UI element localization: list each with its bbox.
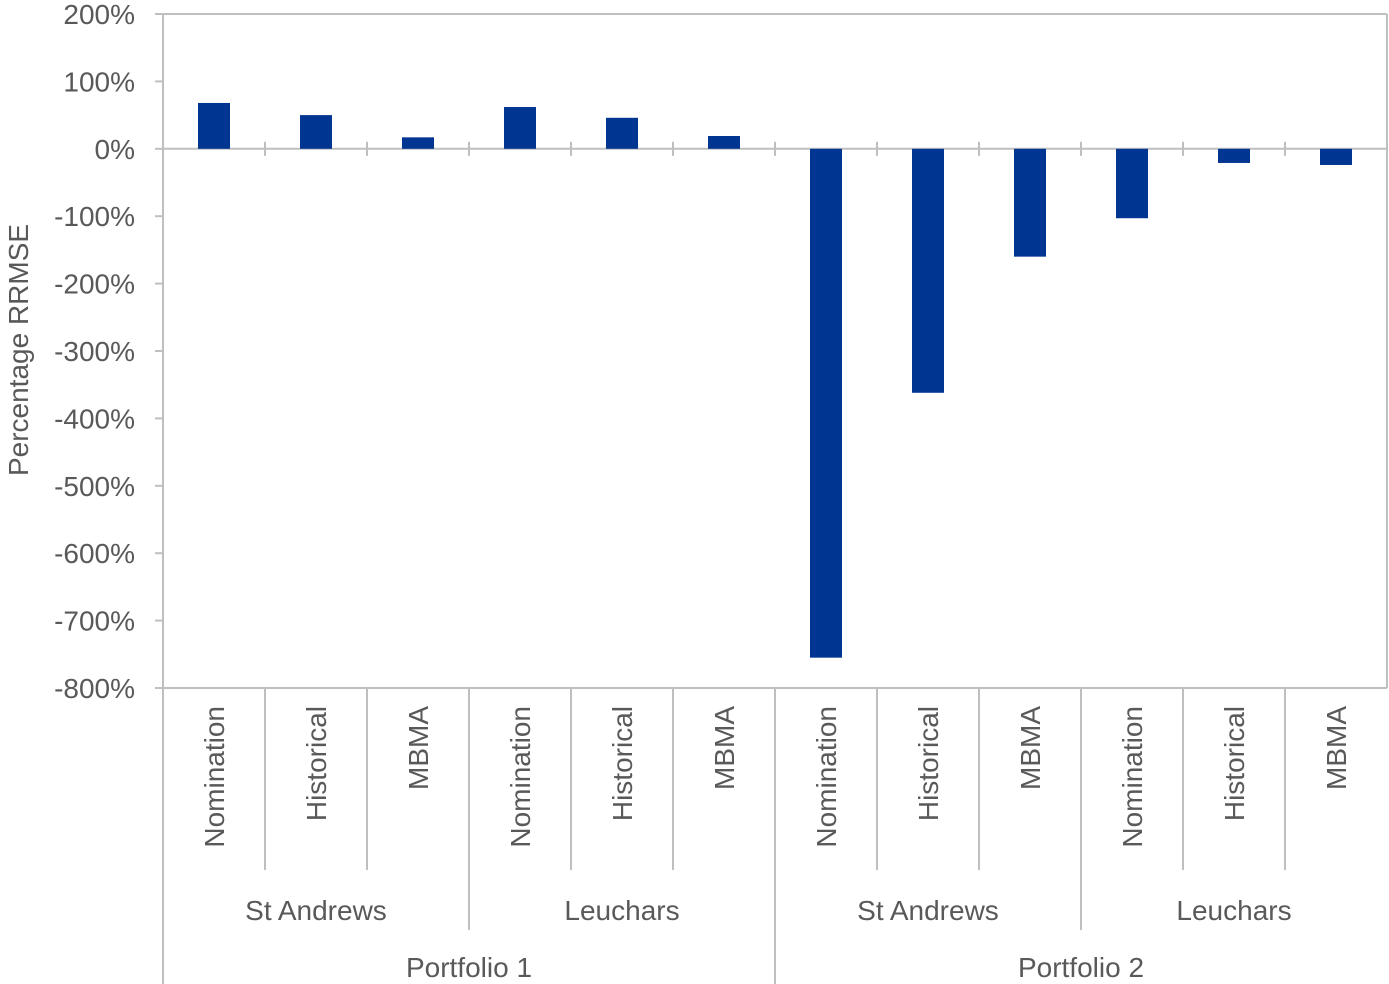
category-label: Nomination [811, 706, 842, 848]
portfolio-label: Portfolio 1 [406, 952, 532, 983]
category-label: MBMA [403, 706, 434, 790]
site-label: St Andrews [857, 895, 999, 926]
y-tick-labels: 200% 100% 0% -100% -200% -300% -400% -500% -600%… [54, 0, 135, 704]
bar [810, 148, 842, 658]
y-tick-label: -700% [54, 606, 135, 637]
site-labels: St Andrews Leuchars St Andrews Leuchars [245, 895, 1291, 926]
bar [1116, 148, 1148, 219]
y-tick-label: 0% [95, 134, 135, 165]
portfolio-labels: Portfolio 1 Portfolio 2 [406, 952, 1144, 983]
y-axis-label-group: Percentage RRMSE [3, 224, 34, 476]
y-tick-label: -600% [54, 538, 135, 569]
site-label: Leuchars [564, 895, 679, 926]
category-label: MBMA [1321, 706, 1352, 790]
bars [198, 102, 1352, 658]
bar [1218, 148, 1250, 163]
bar [402, 137, 434, 149]
y-tick-label: -100% [54, 201, 135, 232]
y-tick-label: 100% [63, 66, 135, 97]
category-label: MBMA [709, 706, 740, 790]
y-tick-label: -400% [54, 403, 135, 434]
y-tick-label: -200% [54, 269, 135, 300]
category-label: Nomination [199, 706, 230, 848]
bar [1320, 148, 1352, 165]
site-label: Leuchars [1176, 895, 1291, 926]
site-label: St Andrews [245, 895, 387, 926]
bar [504, 107, 536, 149]
y-tick-label: -800% [54, 673, 135, 704]
category-label: Historical [607, 706, 638, 821]
bar [708, 135, 740, 149]
category-labels: Nomination Historical MBMA Nomination Histor… [199, 706, 1352, 848]
category-label: MBMA [1015, 706, 1046, 790]
axes [155, 13, 1388, 984]
bar [606, 117, 638, 149]
y-tick-label: 200% [63, 0, 135, 30]
y-tick-label: -500% [54, 471, 135, 502]
portfolio-label: Portfolio 2 [1018, 952, 1144, 983]
bar [912, 148, 944, 393]
category-label: Historical [1219, 706, 1250, 821]
y-axis-label: Percentage RRMSE [3, 224, 34, 476]
category-label: Historical [301, 706, 332, 821]
bar [300, 115, 332, 149]
category-label: Nomination [505, 706, 536, 848]
category-label: Nomination [1117, 706, 1148, 848]
bar [198, 102, 230, 149]
bar [1014, 148, 1046, 257]
category-label: Historical [913, 706, 944, 821]
y-tick-label: -300% [54, 336, 135, 367]
